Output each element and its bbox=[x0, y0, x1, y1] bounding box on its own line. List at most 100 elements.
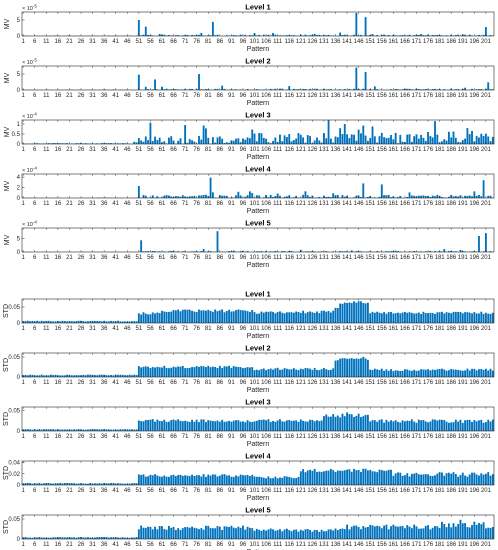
bar bbox=[420, 251, 423, 252]
bar bbox=[438, 472, 441, 485]
bar bbox=[489, 141, 492, 144]
bar bbox=[450, 527, 453, 539]
x-tick-label: 51 bbox=[135, 542, 142, 548]
bar bbox=[459, 311, 462, 323]
x-tick-label: 91 bbox=[228, 380, 235, 386]
bar bbox=[360, 197, 362, 198]
bar bbox=[149, 314, 152, 323]
bar bbox=[188, 196, 191, 198]
bar bbox=[387, 469, 390, 485]
bar bbox=[383, 422, 386, 431]
x-tick-label: 176 bbox=[423, 326, 434, 332]
bar bbox=[140, 35, 143, 36]
bar bbox=[450, 137, 453, 144]
bar bbox=[471, 313, 473, 323]
x-tick-label: 111 bbox=[273, 201, 283, 207]
bar bbox=[272, 32, 274, 36]
bar bbox=[410, 370, 413, 377]
bar bbox=[341, 35, 344, 36]
bar bbox=[244, 475, 247, 485]
bar bbox=[38, 537, 41, 539]
bar bbox=[346, 412, 348, 431]
bar bbox=[163, 419, 166, 431]
bar bbox=[63, 537, 66, 539]
bar bbox=[399, 472, 402, 485]
bar bbox=[443, 197, 446, 198]
bar bbox=[202, 195, 205, 198]
bar bbox=[422, 420, 425, 431]
x-tick-label: 1 bbox=[21, 201, 25, 207]
x-tick-label: 71 bbox=[182, 542, 189, 548]
bar bbox=[283, 35, 286, 36]
bar bbox=[478, 137, 480, 144]
bar bbox=[385, 524, 388, 539]
bar bbox=[246, 195, 249, 198]
bar bbox=[186, 421, 189, 431]
bar bbox=[304, 34, 307, 36]
bar bbox=[475, 135, 478, 144]
x-tick-label: 106 bbox=[261, 93, 272, 99]
bar bbox=[424, 35, 427, 36]
axes-box bbox=[21, 227, 495, 253]
bar bbox=[276, 312, 279, 323]
x-tick-label: 121 bbox=[296, 255, 307, 261]
bar bbox=[26, 375, 29, 377]
bar bbox=[443, 524, 446, 539]
bars bbox=[22, 12, 494, 37]
bar bbox=[286, 420, 288, 431]
x-tick-label: 126 bbox=[307, 326, 318, 332]
bar bbox=[334, 416, 337, 431]
bar bbox=[309, 136, 311, 144]
x-tick-label: 161 bbox=[388, 255, 399, 261]
axes-box bbox=[21, 11, 495, 37]
bar bbox=[457, 141, 460, 144]
bar bbox=[119, 429, 122, 431]
bar bbox=[158, 420, 161, 431]
bar bbox=[209, 420, 212, 431]
x-tick-label: 86 bbox=[216, 201, 223, 207]
x-tick-label: 86 bbox=[216, 326, 223, 332]
x-tick-label: 21 bbox=[66, 201, 73, 207]
x-tick-label: 71 bbox=[182, 147, 189, 153]
x-tick-label: 41 bbox=[112, 380, 119, 386]
bar bbox=[142, 141, 145, 144]
bar bbox=[154, 251, 156, 252]
bar bbox=[327, 416, 330, 431]
bar bbox=[211, 420, 214, 431]
x-tick-label: 116 bbox=[284, 39, 294, 45]
bar bbox=[163, 195, 166, 198]
bar bbox=[36, 537, 38, 539]
bar bbox=[200, 195, 203, 198]
bar bbox=[255, 89, 258, 90]
bar bbox=[77, 375, 80, 377]
bar bbox=[420, 420, 423, 431]
bar bbox=[239, 310, 242, 323]
bar bbox=[156, 475, 159, 485]
bar bbox=[207, 474, 210, 485]
bar bbox=[288, 369, 291, 377]
bar bbox=[380, 132, 383, 144]
x-tick-label: 171 bbox=[411, 93, 422, 99]
bar bbox=[84, 375, 87, 377]
x-tick-label: 146 bbox=[354, 201, 365, 207]
x-tick-label: 141 bbox=[342, 380, 353, 386]
bar bbox=[188, 139, 191, 144]
bar bbox=[473, 191, 476, 198]
bar bbox=[181, 475, 184, 485]
bar bbox=[272, 197, 274, 198]
x-tick-label: 81 bbox=[205, 380, 212, 386]
x-tick-label: 121 bbox=[296, 39, 307, 45]
bar bbox=[135, 429, 138, 431]
bar bbox=[140, 314, 143, 323]
bar bbox=[299, 134, 302, 144]
x-tick-label: 176 bbox=[423, 542, 434, 548]
x-tick-label: 116 bbox=[284, 201, 294, 207]
x-tick-label: 166 bbox=[400, 326, 411, 332]
bar bbox=[413, 473, 416, 485]
bar bbox=[371, 126, 374, 144]
x-tick-label: 46 bbox=[124, 201, 131, 207]
bar bbox=[491, 312, 494, 323]
bar bbox=[43, 321, 45, 323]
bar bbox=[184, 368, 187, 377]
x-axis-label: Pattern bbox=[247, 387, 270, 394]
